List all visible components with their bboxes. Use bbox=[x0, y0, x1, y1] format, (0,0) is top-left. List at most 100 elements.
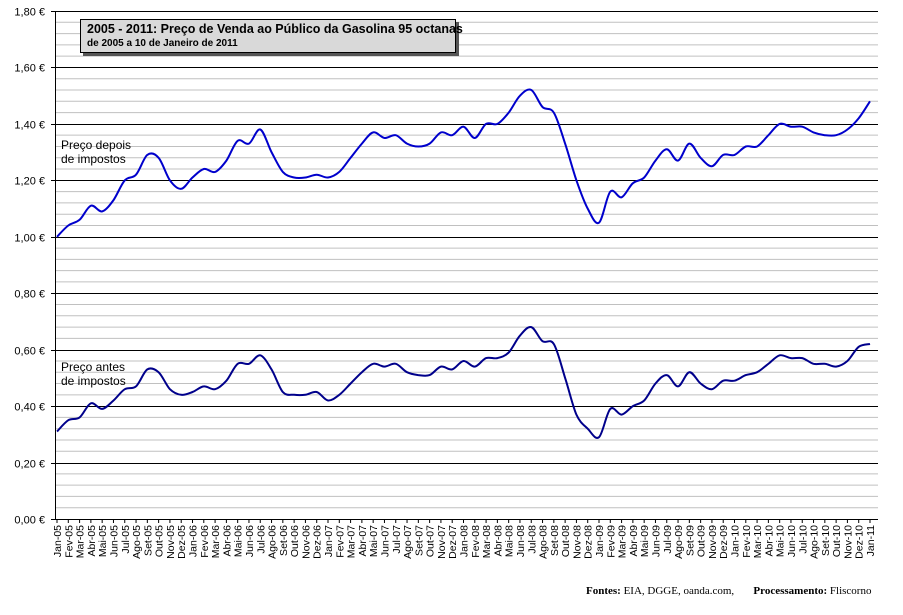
x-tick-label: Out-08 bbox=[560, 525, 572, 557]
series-line-before-tax bbox=[56, 326, 871, 439]
x-tick-label: Dez-06 bbox=[312, 525, 324, 559]
x-tick-label: Abr-07 bbox=[357, 525, 369, 557]
x-tick-label: Out-10 bbox=[831, 525, 843, 557]
sources-label: Fontes: bbox=[586, 585, 621, 597]
x-tick-label: Nov-05 bbox=[165, 525, 177, 559]
x-tick-label: Ago-09 bbox=[673, 525, 685, 559]
x-tick-label: Mai-06 bbox=[233, 525, 245, 557]
x-tick-label: Mai-07 bbox=[368, 525, 380, 557]
x-tick-label: Nov-06 bbox=[300, 525, 312, 559]
before-tax-label-line2: de impostos bbox=[61, 374, 126, 388]
x-tick-label: Jul-05 bbox=[120, 525, 132, 554]
x-tick-label: Dez-05 bbox=[176, 525, 188, 559]
sources-value: EIA, DGGE, oanda.com, bbox=[623, 585, 735, 597]
x-tick-label: Jan-07 bbox=[323, 525, 335, 557]
x-tick-label: Dez-07 bbox=[447, 525, 459, 559]
x-tick-label: Set-06 bbox=[278, 525, 290, 556]
x-tick-label: Jan-08 bbox=[459, 525, 471, 557]
x-tick-label: Mar-09 bbox=[617, 525, 629, 558]
processing-value: Fliscorno bbox=[829, 585, 872, 597]
x-tick-label: Set-07 bbox=[413, 525, 425, 556]
y-tick-label: 0,40 € bbox=[14, 402, 45, 414]
x-tick-label: Mar-07 bbox=[346, 525, 358, 558]
series-line-after-tax bbox=[56, 88, 871, 238]
x-tick-label: Fev-06 bbox=[199, 525, 211, 558]
x-tick-label: Jun-07 bbox=[379, 525, 391, 557]
x-tick-label: Jun-06 bbox=[244, 525, 256, 557]
x-tick-label: Jan-11 bbox=[865, 525, 877, 556]
y-tick-label: 1,20 € bbox=[14, 176, 45, 188]
y-tick-label: 0,80 € bbox=[14, 289, 45, 301]
chart-footer: Fontes: EIA, DGGE, oanda.com, Processame… bbox=[586, 585, 871, 597]
x-tick-label: Abr-10 bbox=[763, 525, 775, 557]
x-tick-label: Jul-07 bbox=[391, 525, 403, 554]
x-tick-label: Fev-08 bbox=[470, 525, 482, 558]
y-axis-tick-labels: 0,00 € 0,20 € 0,40 € 0,60 € 0,80 € 1,00 € 1,20… bbox=[14, 7, 45, 527]
x-tick-label: Out-05 bbox=[154, 525, 166, 557]
x-tick-label: Jan-06 bbox=[188, 525, 200, 557]
x-tick-label: Dez-08 bbox=[583, 525, 595, 559]
processing-label: Processamento: bbox=[753, 585, 828, 597]
x-tick-label: Mar-06 bbox=[210, 525, 222, 558]
y-tick-label: 1,40 € bbox=[14, 120, 45, 132]
x-tick-label: Ago-07 bbox=[402, 525, 414, 559]
before-tax-label: Preço antes de impostos bbox=[61, 360, 126, 388]
after-tax-label-line2: de impostos bbox=[61, 152, 126, 166]
minor-gridlines bbox=[55, 21, 878, 509]
x-tick-label: Set-08 bbox=[549, 525, 561, 556]
x-tick-label: Jul-08 bbox=[526, 525, 538, 554]
x-tick-label: Mar-05 bbox=[75, 525, 87, 558]
x-tick-label: Set-10 bbox=[820, 525, 832, 556]
x-tick-label: Mar-10 bbox=[752, 525, 764, 558]
after-tax-label-line1: Preço depois bbox=[61, 138, 132, 152]
x-tick-label: Abr-06 bbox=[221, 525, 233, 557]
x-tick-label: Fev-05 bbox=[63, 525, 75, 558]
after-tax-label: Preço depois de impostos bbox=[61, 138, 131, 166]
y-tick-label: 0,00 € bbox=[14, 515, 45, 527]
x-tick-label: Dez-09 bbox=[718, 525, 730, 559]
axes bbox=[51, 11, 878, 523]
x-tick-label: Mai-10 bbox=[775, 525, 787, 557]
x-tick-label: Mai-08 bbox=[504, 525, 516, 557]
y-tick-label: 0,60 € bbox=[14, 346, 45, 358]
y-tick-label: 0,20 € bbox=[14, 459, 45, 471]
x-tick-label: Jul-09 bbox=[662, 525, 674, 554]
before-tax-label-line1: Preço antes bbox=[61, 360, 126, 374]
x-tick-label: Fev-09 bbox=[605, 525, 617, 558]
y-tick-label: 1,60 € bbox=[14, 63, 45, 75]
x-tick-label: Ago-10 bbox=[809, 525, 821, 559]
x-tick-label: Jul-10 bbox=[797, 525, 809, 554]
x-tick-label: Ago-06 bbox=[267, 525, 279, 559]
y-tick-label: 1,00 € bbox=[14, 233, 45, 245]
x-tick-label: Out-09 bbox=[696, 525, 708, 557]
x-tick-label: Dez-10 bbox=[854, 525, 866, 559]
x-tick-label: Jan-09 bbox=[594, 525, 606, 557]
chart-title-box: 2005 - 2011: Preço de Venda ao Público d… bbox=[80, 19, 463, 53]
x-tick-label: Out-06 bbox=[289, 525, 301, 557]
y-tick-label: 1,80 € bbox=[14, 7, 45, 19]
x-tick-label: Jul-06 bbox=[255, 525, 267, 554]
x-tick-label: Jan-05 bbox=[52, 525, 64, 557]
x-tick-label: Jun-10 bbox=[786, 525, 798, 557]
major-gridlines bbox=[55, 11, 878, 464]
x-tick-label: Jun-08 bbox=[515, 525, 527, 557]
x-tick-label: Ago-08 bbox=[538, 525, 550, 559]
chart-title: 2005 - 2011: Preço de Venda ao Público d… bbox=[87, 22, 463, 36]
x-tick-label: Jun-05 bbox=[108, 525, 120, 557]
x-tick-label: Jan-10 bbox=[730, 525, 742, 557]
x-tick-label: Ago-05 bbox=[131, 525, 143, 559]
x-tick-label: Set-09 bbox=[684, 525, 696, 556]
x-tick-label: Nov-09 bbox=[707, 525, 719, 559]
x-tick-label: Out-07 bbox=[425, 525, 437, 557]
x-tick-label: Abr-05 bbox=[86, 525, 98, 557]
x-tick-label: Nov-07 bbox=[436, 525, 448, 559]
x-tick-label: Abr-08 bbox=[492, 525, 504, 557]
series-lines bbox=[56, 88, 871, 439]
x-tick-label: Nov-08 bbox=[571, 525, 583, 559]
x-tick-label: Fev-10 bbox=[741, 525, 753, 558]
x-tick-label: Fev-07 bbox=[334, 525, 346, 558]
x-tick-label: Mar-08 bbox=[481, 525, 493, 558]
chart-subtitle: de 2005 a 10 de Janeiro de 2011 bbox=[87, 38, 238, 49]
x-tick-label: Mai-05 bbox=[97, 525, 109, 557]
